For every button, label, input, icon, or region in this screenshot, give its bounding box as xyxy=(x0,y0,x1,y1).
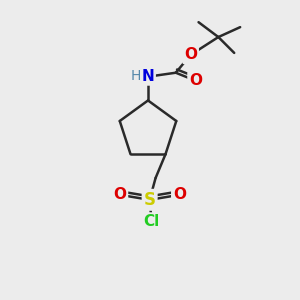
Text: Cl: Cl xyxy=(143,214,160,229)
Text: S: S xyxy=(144,191,156,209)
Text: H: H xyxy=(131,69,141,83)
Text: N: N xyxy=(142,69,154,84)
Text: O: O xyxy=(113,188,126,202)
Text: O: O xyxy=(173,188,186,202)
Text: O: O xyxy=(189,73,202,88)
Text: O: O xyxy=(184,47,197,62)
